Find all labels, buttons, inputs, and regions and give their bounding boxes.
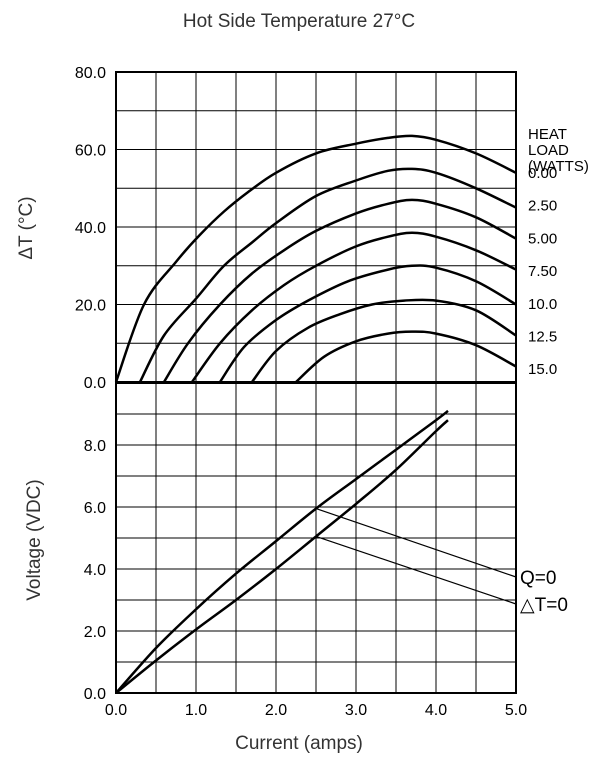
bottom-y-tick-label: 6.0	[84, 500, 106, 517]
voltage-curve	[115, 409, 449, 694]
heat-load-curve-15.0	[295, 330, 517, 383]
x-tick-label: 4.0	[425, 702, 447, 719]
heat-load-curve-5.00	[162, 198, 517, 383]
bottom-y-tick-labels: 0.0 2.0 4.0 6.0 8.0	[84, 438, 106, 703]
voltage-curves	[115, 409, 449, 694]
x-tick-label: 5.0	[505, 702, 527, 719]
heat-load-legend: HEAT LOAD (WATTS)	[528, 126, 589, 175]
x-tick-label: 1.0	[185, 702, 207, 719]
legend-title-line-2: LOAD	[528, 142, 569, 159]
top-plot-grid	[115, 71, 517, 383]
heat-load-curve-7.50	[190, 231, 517, 383]
chart-title: Hot Side Temperature 27°C	[183, 11, 415, 32]
voltage-curve	[115, 419, 449, 694]
bottom-y-tick-label: 0.0	[84, 686, 106, 703]
heat-load-legend-items: 0.00 2.50 5.00 7.50 10.0 12.5 15.0	[528, 165, 557, 378]
legend-label: 5.00	[528, 230, 557, 247]
bottom-y-tick-label: 4.0	[84, 562, 106, 579]
x-axis-label: Current (amps)	[235, 733, 363, 754]
top-y-tick-labels: 0.0 20.0 40.0 60.0 80.0	[75, 65, 106, 392]
top-y-tick-label: 40.0	[75, 220, 106, 237]
annotation-leader	[315, 535, 517, 605]
x-tick-label: 3.0	[345, 702, 367, 719]
bottom-y-axis-label: Voltage (VDC)	[24, 479, 45, 600]
bottom-y-tick-label: 2.0	[84, 624, 106, 641]
heat-load-curves	[114, 134, 517, 383]
annotation-label: Q=0	[520, 568, 556, 589]
annotation-leader	[315, 507, 517, 578]
top-y-tick-label: 80.0	[75, 65, 106, 82]
heat-load-curve-10.0	[218, 264, 517, 383]
legend-label: 12.5	[528, 329, 557, 346]
top-y-axis-label: ΔT (°C)	[16, 196, 37, 259]
legend-label: 7.50	[528, 263, 557, 280]
heat-load-curve-2.50	[138, 167, 517, 383]
bottom-y-tick-label: 8.0	[84, 438, 106, 455]
legend-title-line-3: (WATTS)	[528, 158, 589, 175]
legend-label: 2.50	[528, 198, 557, 215]
legend-label: 10.0	[528, 296, 557, 313]
top-y-tick-label: 0.0	[84, 375, 106, 392]
x-tick-label: 2.0	[265, 702, 287, 719]
top-y-tick-label: 60.0	[75, 143, 106, 160]
top-y-tick-label: 20.0	[75, 298, 106, 315]
legend-label: 15.0	[528, 361, 557, 378]
heat-load-curve-12.5	[251, 298, 517, 383]
bottom-grid-frame	[115, 382, 517, 694]
heat-load-curve-0.00	[114, 134, 517, 383]
x-tick-labels: 0.0 1.0 2.0 3.0 4.0 5.0	[105, 702, 527, 719]
legend-title-line-1: HEAT	[528, 126, 567, 143]
annotation-label: △T=0	[520, 595, 568, 616]
voltage-annotations: Q=0 △T=0	[315, 507, 568, 616]
legend-label: 0.00	[528, 165, 557, 182]
x-tick-label: 0.0	[105, 702, 127, 719]
